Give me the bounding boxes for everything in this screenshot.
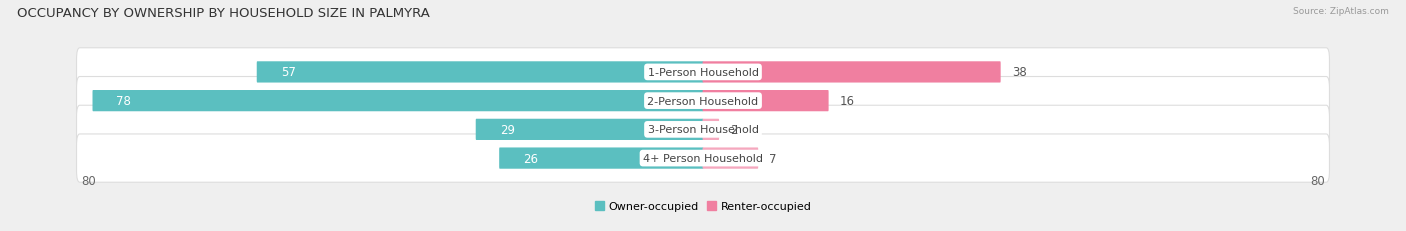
Text: 78: 78 bbox=[117, 95, 131, 108]
Text: Source: ZipAtlas.com: Source: ZipAtlas.com bbox=[1294, 7, 1389, 16]
FancyBboxPatch shape bbox=[76, 134, 1330, 182]
Text: 16: 16 bbox=[839, 95, 855, 108]
Text: 4+ Person Household: 4+ Person Household bbox=[643, 153, 763, 163]
FancyBboxPatch shape bbox=[257, 62, 703, 83]
Text: 2-Person Household: 2-Person Household bbox=[647, 96, 759, 106]
FancyBboxPatch shape bbox=[76, 77, 1330, 125]
Text: 29: 29 bbox=[499, 123, 515, 136]
FancyBboxPatch shape bbox=[703, 62, 1001, 83]
Text: 80: 80 bbox=[1310, 174, 1324, 187]
Text: 57: 57 bbox=[281, 66, 295, 79]
Text: 26: 26 bbox=[523, 152, 538, 165]
Text: 3-Person Household: 3-Person Household bbox=[648, 125, 758, 135]
Text: 2: 2 bbox=[730, 123, 738, 136]
FancyBboxPatch shape bbox=[499, 148, 703, 169]
FancyBboxPatch shape bbox=[703, 119, 718, 140]
Text: 7: 7 bbox=[769, 152, 778, 165]
Text: 38: 38 bbox=[1012, 66, 1026, 79]
FancyBboxPatch shape bbox=[703, 148, 758, 169]
Text: 80: 80 bbox=[82, 174, 96, 187]
FancyBboxPatch shape bbox=[93, 91, 703, 112]
FancyBboxPatch shape bbox=[703, 91, 828, 112]
FancyBboxPatch shape bbox=[76, 106, 1330, 154]
Legend: Owner-occupied, Renter-occupied: Owner-occupied, Renter-occupied bbox=[591, 197, 815, 216]
Text: OCCUPANCY BY OWNERSHIP BY HOUSEHOLD SIZE IN PALMYRA: OCCUPANCY BY OWNERSHIP BY HOUSEHOLD SIZE… bbox=[17, 7, 430, 20]
Text: 1-Person Household: 1-Person Household bbox=[648, 68, 758, 78]
FancyBboxPatch shape bbox=[76, 49, 1330, 97]
FancyBboxPatch shape bbox=[475, 119, 703, 140]
